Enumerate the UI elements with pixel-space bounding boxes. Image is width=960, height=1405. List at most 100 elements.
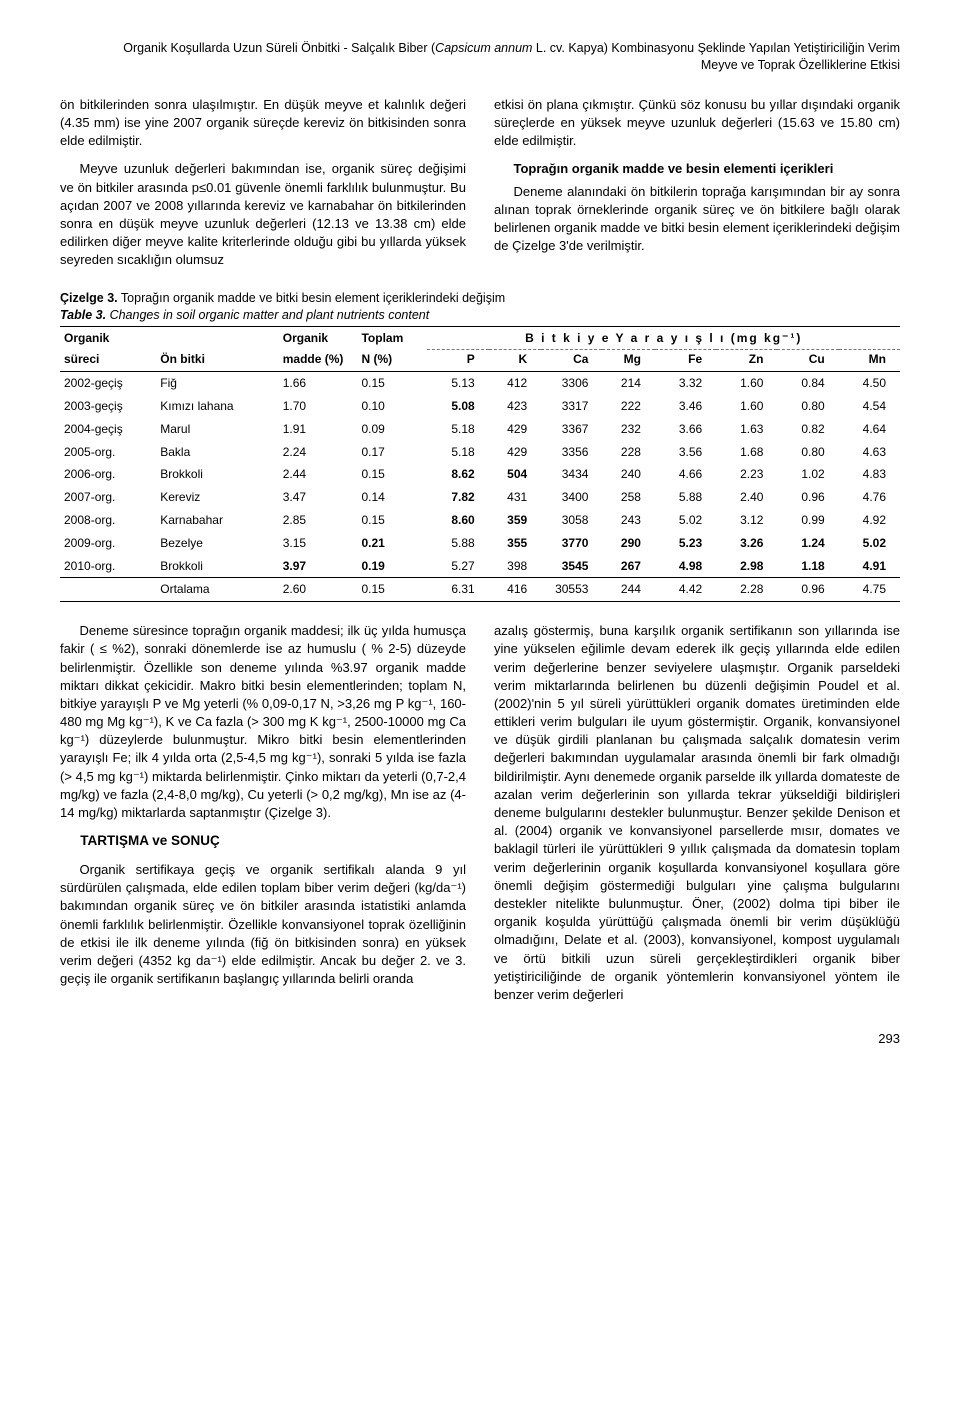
- cell-mn: 4.75: [839, 578, 900, 602]
- running-header: Organik Koşullarda Uzun Süreli Önbitki -…: [60, 40, 900, 74]
- cell-fe: 3.56: [655, 441, 716, 464]
- header-line1a: Organik Koşullarda Uzun Süreli Önbitki -…: [123, 41, 435, 55]
- th-zn: Zn: [716, 350, 777, 372]
- cell-period: 2010-org.: [60, 555, 156, 578]
- nutrients-table: Organik Organik Toplam B i t k i y e Y a…: [60, 326, 900, 602]
- caption-en-bold: Table 3.: [60, 308, 106, 322]
- cell-om: 2.85: [279, 509, 358, 532]
- cell-om: 3.15: [279, 532, 358, 555]
- cell-mg: 240: [602, 463, 654, 486]
- th-n-b: N (%): [357, 350, 427, 372]
- bottom-para-1: Deneme süresince toprağın organik maddes…: [60, 622, 466, 822]
- cell-period: 2002-geçiş: [60, 372, 156, 395]
- cell-cu: 0.82: [777, 418, 838, 441]
- th-onbitki: Ön bitki: [156, 350, 279, 372]
- cell-period: 2003-geçiş: [60, 395, 156, 418]
- cell-p: 8.60: [427, 509, 488, 532]
- cell-p: 5.18: [427, 441, 488, 464]
- cell-fe: 3.46: [655, 395, 716, 418]
- cell-zn: 1.63: [716, 418, 777, 441]
- cell-mn: 4.50: [839, 372, 900, 395]
- cell-mn: 4.83: [839, 463, 900, 486]
- cell-mn: 4.91: [839, 555, 900, 578]
- table-row: 2008-org.Karnabahar2.850.158.60359305824…: [60, 509, 900, 532]
- cell-p: 7.82: [427, 486, 488, 509]
- cell-cu: 0.96: [777, 578, 838, 602]
- cell-mg: 243: [602, 509, 654, 532]
- cell-fe: 4.42: [655, 578, 716, 602]
- cell-p: 5.08: [427, 395, 488, 418]
- page-number: 293: [60, 1030, 900, 1048]
- cell-n: 0.10: [357, 395, 427, 418]
- table-row: 2007-org.Kereviz3.470.147.8243134002585.…: [60, 486, 900, 509]
- cell-cu: 1.02: [777, 463, 838, 486]
- cell-fe: 5.23: [655, 532, 716, 555]
- cell-om: 1.70: [279, 395, 358, 418]
- caption-tr-rest: Toprağın organik madde ve bitki besin el…: [118, 291, 505, 305]
- cell-mn: 4.54: [839, 395, 900, 418]
- cell-n: 0.15: [357, 509, 427, 532]
- cell-mn: 4.64: [839, 418, 900, 441]
- cell-zn: 3.26: [716, 532, 777, 555]
- table-row: 2006-org.Brokkoli2.440.158.6250434342404…: [60, 463, 900, 486]
- cell-n: 0.19: [357, 555, 427, 578]
- cell-om: 1.66: [279, 372, 358, 395]
- cell-ca: 30553: [541, 578, 602, 602]
- cell-period: 2008-org.: [60, 509, 156, 532]
- cell-zn: 3.12: [716, 509, 777, 532]
- cell-ca: 3367: [541, 418, 602, 441]
- cell-k: 429: [489, 441, 541, 464]
- cell-crop: Brokkoli: [156, 463, 279, 486]
- cell-mn: 4.76: [839, 486, 900, 509]
- cell-cu: 1.24: [777, 532, 838, 555]
- cell-ca: 3770: [541, 532, 602, 555]
- cell-ca: 3434: [541, 463, 602, 486]
- table-row: 2002-geçişFiğ1.660.155.1341233062143.321…: [60, 372, 900, 395]
- th-mg: Mg: [602, 350, 654, 372]
- cell-period: 2004-geçiş: [60, 418, 156, 441]
- cell-mg: 290: [602, 532, 654, 555]
- th-mn: Mn: [839, 350, 900, 372]
- bottom-para-3: azalış göstermiş, buna karşılık organik …: [494, 622, 900, 1004]
- cell-p: 8.62: [427, 463, 488, 486]
- cell-mg: 228: [602, 441, 654, 464]
- cell-mn: 4.92: [839, 509, 900, 532]
- th-ca: Ca: [541, 350, 602, 372]
- cell-crop: Ortalama: [156, 578, 279, 602]
- table-row: 2003-geçişKımızı lahana1.700.105.0842333…: [60, 395, 900, 418]
- cell-p: 5.18: [427, 418, 488, 441]
- table-row: 2005-org.Bakla2.240.175.1842933562283.56…: [60, 441, 900, 464]
- cell-cu: 0.84: [777, 372, 838, 395]
- cell-om: 2.24: [279, 441, 358, 464]
- cell-ca: 3545: [541, 555, 602, 578]
- cell-n: 0.15: [357, 372, 427, 395]
- th-k: K: [489, 350, 541, 372]
- cell-cu: 0.80: [777, 395, 838, 418]
- cell-zn: 2.28: [716, 578, 777, 602]
- cell-crop: Brokkoli: [156, 555, 279, 578]
- cell-period: 2007-org.: [60, 486, 156, 509]
- cell-k: 429: [489, 418, 541, 441]
- cell-ca: 3400: [541, 486, 602, 509]
- caption-tr-bold: Çizelge 3.: [60, 291, 118, 305]
- cell-cu: 0.99: [777, 509, 838, 532]
- cell-fe: 3.66: [655, 418, 716, 441]
- th-p: P: [427, 350, 488, 372]
- cell-crop: Kımızı lahana: [156, 395, 279, 418]
- cell-mn: 5.02: [839, 532, 900, 555]
- cell-k: 423: [489, 395, 541, 418]
- cell-p: 5.13: [427, 372, 488, 395]
- cell-mg: 214: [602, 372, 654, 395]
- cell-fe: 3.32: [655, 372, 716, 395]
- cell-fe: 5.88: [655, 486, 716, 509]
- cell-fe: 4.98: [655, 555, 716, 578]
- cell-ca: 3306: [541, 372, 602, 395]
- cell-period: [60, 578, 156, 602]
- cell-n: 0.15: [357, 463, 427, 486]
- table-row: 2009-org.Bezelye3.150.215.8835537702905.…: [60, 532, 900, 555]
- cell-k: 431: [489, 486, 541, 509]
- cell-zn: 2.98: [716, 555, 777, 578]
- cell-ca: 3356: [541, 441, 602, 464]
- cell-k: 416: [489, 578, 541, 602]
- top-para-5: Deneme alanındaki ön bitkilerin toprağa …: [494, 183, 900, 256]
